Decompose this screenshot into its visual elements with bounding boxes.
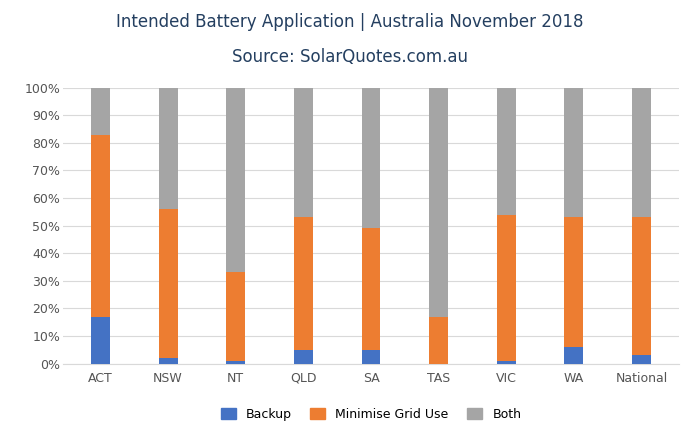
- Text: Intended Battery Application | Australia November 2018: Intended Battery Application | Australia…: [116, 13, 584, 31]
- Bar: [159, 209, 178, 358]
- Bar: [159, 358, 178, 364]
- Bar: [632, 88, 651, 217]
- Bar: [91, 134, 110, 317]
- Bar: [497, 215, 516, 361]
- Bar: [294, 217, 313, 350]
- Bar: [361, 228, 381, 350]
- Bar: [632, 355, 651, 364]
- Bar: [91, 88, 110, 134]
- Bar: [226, 361, 245, 364]
- Bar: [91, 317, 110, 364]
- Bar: [564, 88, 583, 217]
- Bar: [429, 88, 448, 317]
- Bar: [632, 217, 651, 355]
- Bar: [497, 88, 516, 215]
- Bar: [294, 88, 313, 217]
- Text: Source: SolarQuotes.com.au: Source: SolarQuotes.com.au: [232, 48, 468, 66]
- Bar: [429, 317, 448, 364]
- Bar: [361, 350, 381, 364]
- Bar: [564, 217, 583, 347]
- Bar: [159, 88, 178, 209]
- Bar: [361, 88, 381, 228]
- Bar: [497, 361, 516, 364]
- Bar: [226, 272, 245, 361]
- Bar: [226, 88, 245, 272]
- Legend: Backup, Minimise Grid Use, Both: Backup, Minimise Grid Use, Both: [216, 403, 526, 426]
- Bar: [564, 347, 583, 364]
- Bar: [294, 350, 313, 364]
